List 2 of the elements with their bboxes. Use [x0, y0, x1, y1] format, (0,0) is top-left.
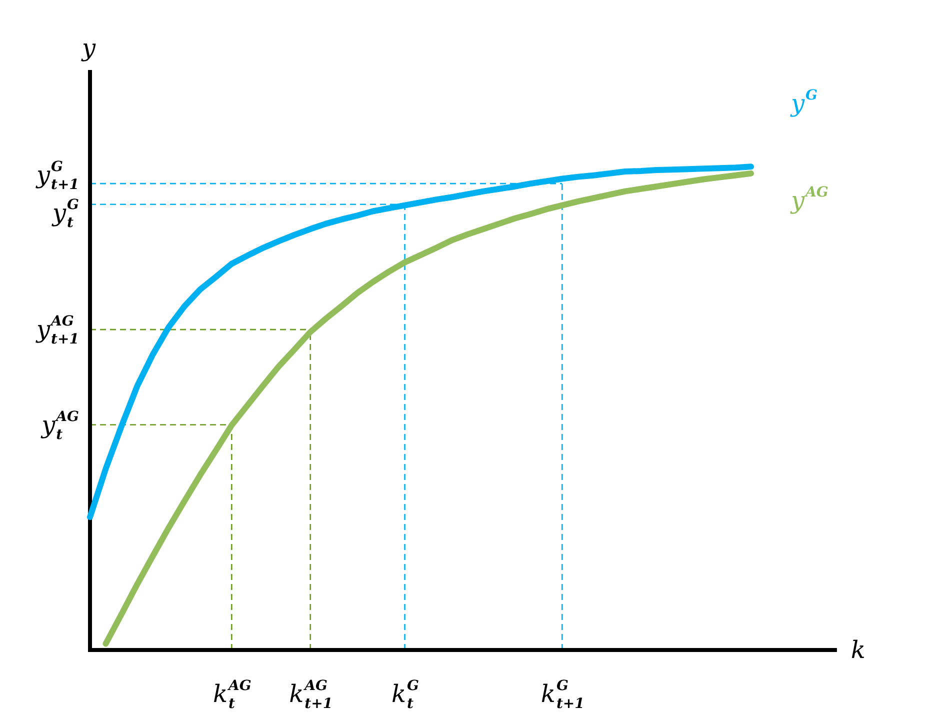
y-axis-title: y — [81, 34, 96, 62]
x-axis-title: k — [850, 636, 866, 664]
